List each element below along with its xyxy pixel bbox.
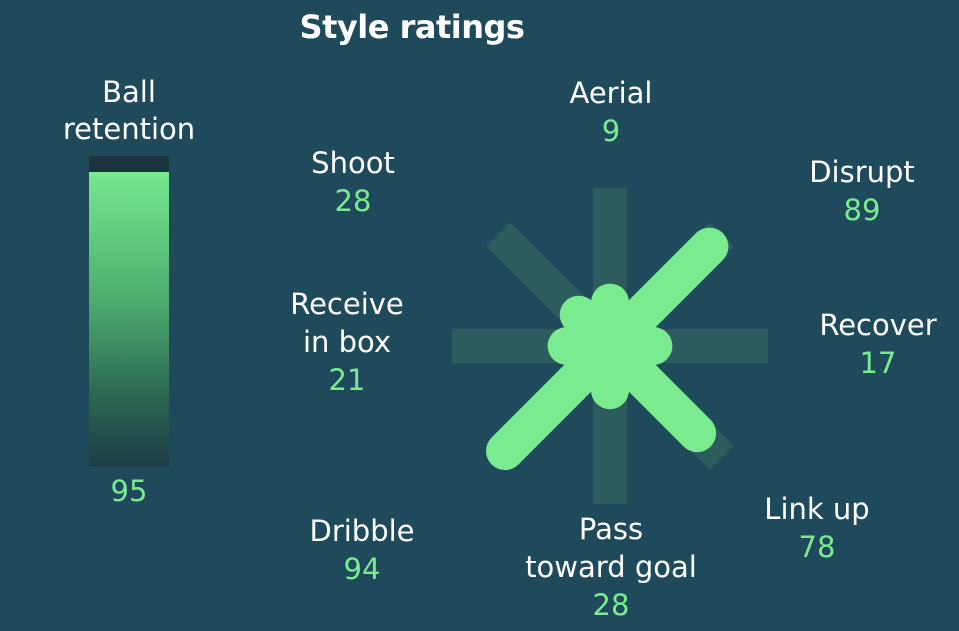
bar-track bbox=[89, 156, 169, 466]
axis-label-name: toward goal bbox=[525, 550, 697, 584]
axis-label-link-up: Link up 78 bbox=[764, 490, 869, 566]
axis-label-name: Link up bbox=[764, 492, 870, 526]
bar-fill bbox=[89, 171, 169, 466]
bar-category-label-line: retention bbox=[62, 112, 196, 146]
axis-label-name: Pass bbox=[578, 512, 644, 546]
axis-label-name: Aerial bbox=[569, 76, 653, 110]
axis-label-value: 9 bbox=[601, 114, 621, 148]
axis-label-value: 17 bbox=[859, 346, 897, 380]
bar-value: 95 bbox=[110, 474, 148, 508]
axis-label-value: 28 bbox=[592, 588, 630, 622]
spoke-value-shoot bbox=[559, 295, 629, 365]
axis-label-name: in box bbox=[302, 325, 392, 359]
axis-label-name: Receive bbox=[290, 287, 404, 321]
axis-label-recover: Recover 17 bbox=[819, 306, 936, 382]
axis-label-name: Disrupt bbox=[809, 155, 915, 189]
bar-fill-top bbox=[89, 171, 169, 176]
axis-label-disrupt: Disrupt 89 bbox=[809, 153, 915, 229]
axis-label-receive-in-box: Receive in box 21 bbox=[290, 285, 404, 399]
axis-label-aerial: Aerial 9 bbox=[570, 74, 653, 150]
axis-label-value: 21 bbox=[328, 363, 366, 397]
axis-label-value: 78 bbox=[798, 530, 836, 564]
bar-category-label-line: Ball bbox=[102, 75, 156, 109]
axis-label-value: 28 bbox=[334, 184, 372, 218]
axis-label-value: 94 bbox=[343, 552, 381, 586]
axis-label-name: Dribble bbox=[309, 514, 415, 548]
axis-label-dribble: Dribble 94 bbox=[309, 512, 414, 588]
axis-label-name: Recover bbox=[819, 308, 937, 342]
bar-category-label: Ball retention bbox=[63, 74, 195, 148]
axis-label-name: Shoot bbox=[311, 146, 395, 180]
axis-label-pass-toward-goal: Pass toward goal 28 bbox=[525, 510, 697, 624]
chart-title: Style ratings bbox=[299, 8, 525, 46]
axis-label-value: 89 bbox=[843, 193, 881, 227]
axis-label-shoot: Shoot 28 bbox=[311, 144, 395, 220]
